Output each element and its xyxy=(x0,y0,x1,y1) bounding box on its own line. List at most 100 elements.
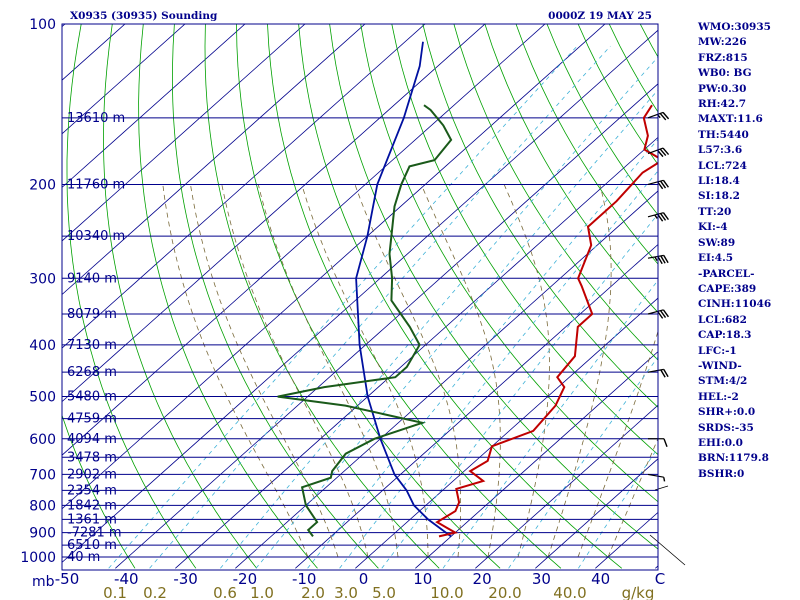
wind-barb-full xyxy=(659,180,667,189)
index-item: LCL:724 xyxy=(698,159,747,172)
stability-indices-panel: WMO:30935 MW:226 FRZ:815 WB0: BG PW:0.30 RH:4… xyxy=(698,20,798,482)
pressure-unit-label: mb xyxy=(32,574,55,590)
background-grid xyxy=(62,24,658,569)
isotherm-line xyxy=(115,83,658,569)
index-item: STM:4/2 xyxy=(698,375,748,388)
moist-adiabat-line xyxy=(577,329,658,558)
wind-guide-line xyxy=(649,534,686,566)
moist-adiabat-line xyxy=(190,184,339,558)
wind-barb-full xyxy=(659,213,667,221)
isobar-lines xyxy=(62,23,658,558)
wind-barb xyxy=(647,111,670,121)
temperature-tick-label: 10 xyxy=(413,570,432,588)
wind-barb-staff xyxy=(647,473,664,478)
index-item: BRN:1179.8 xyxy=(698,452,769,465)
isotherm-line xyxy=(235,190,658,569)
index-item: -PARCEL- xyxy=(698,267,755,280)
wind-barbs xyxy=(647,111,686,566)
temperature-curve xyxy=(435,104,658,538)
dry-adiabat-line xyxy=(453,24,658,361)
isotherm-line xyxy=(62,24,246,188)
wind-barb-full xyxy=(662,309,669,318)
isotherm-line xyxy=(475,404,658,569)
index-item: SI:18.2 xyxy=(698,190,740,203)
temperature-tick-label: -40 xyxy=(114,570,139,588)
isotherm-line xyxy=(62,24,306,242)
dry-adiabat-line xyxy=(204,24,440,569)
height-label: 40 m xyxy=(67,550,100,565)
pressure-tick-label: 600 xyxy=(29,432,56,448)
mixing-ratio-line xyxy=(307,138,658,569)
dry-adiabat-line xyxy=(391,24,658,456)
height-label: 11760 m xyxy=(67,177,125,192)
mixing-ratio-tick-label: 1.0 xyxy=(250,584,274,600)
wind-barb-half xyxy=(654,256,658,261)
profile-curves xyxy=(277,41,658,538)
pressure-tick-label: 200 xyxy=(29,177,56,193)
index-item: LCL:682 xyxy=(698,313,747,326)
moist-adiabat-line xyxy=(162,184,309,558)
isotherm-line xyxy=(62,24,546,456)
wind-barb-half xyxy=(654,214,658,219)
mixing-ratio-tick-label: 2.0 xyxy=(301,584,325,600)
temperature-tick-label: -50 xyxy=(55,570,80,588)
pressure-tick-label: 500 xyxy=(29,390,56,406)
wind-barb-full xyxy=(662,179,669,188)
pressure-tick-label: 700 xyxy=(29,467,56,483)
height-label: 4094 m xyxy=(67,432,117,447)
temperature-tick-label: C xyxy=(655,570,665,588)
wind-barb-full xyxy=(663,255,669,264)
wind-barb-full xyxy=(660,369,666,378)
mixing-ratio-tick-label: g/kg xyxy=(622,584,655,600)
height-label: 3478 m xyxy=(67,450,117,465)
wind-barb-full xyxy=(663,438,668,448)
dry-adiabat-line xyxy=(171,24,379,569)
height-label: 2354 m xyxy=(67,483,117,498)
wind-barb xyxy=(647,368,669,378)
mixing-ratio-line xyxy=(220,56,658,569)
mixing-ratio-tick-label: 3.0 xyxy=(334,584,358,600)
sounding-title: X0935 (30935) Sounding xyxy=(70,10,218,22)
plot-frame xyxy=(61,23,659,571)
parcel-curve xyxy=(355,41,452,538)
isotherm-line xyxy=(62,24,426,349)
pressure-tick-label: 800 xyxy=(29,498,56,514)
mixing-ratio-line xyxy=(149,45,611,569)
wind-barb-full xyxy=(663,369,669,378)
dry-adiabat-line xyxy=(267,24,562,569)
height-label: 7130 m xyxy=(67,338,117,353)
index-item: TH:5440 xyxy=(698,128,749,141)
mixing-ratio-tick-label: 5.0 xyxy=(372,584,396,600)
height-label: 2902 m xyxy=(67,467,117,482)
isotherm-line xyxy=(62,29,658,563)
index-item: LFC:-1 xyxy=(698,344,737,357)
wind-barb xyxy=(647,254,669,265)
height-label: -7281 m xyxy=(67,526,122,541)
wind-barb xyxy=(648,438,668,448)
index-item: -WIND- xyxy=(698,359,742,372)
wind-barb-full xyxy=(660,255,666,264)
index-item: CAPE:389 xyxy=(698,282,757,295)
temperature-tick-label: 0 xyxy=(359,570,369,588)
index-item: L57:3.6 xyxy=(698,144,743,157)
index-item: HEL:-2 xyxy=(698,390,739,403)
moist-adiabat-line xyxy=(257,184,399,558)
dry-adiabat-line xyxy=(360,24,658,503)
dry-adiabat-line xyxy=(422,24,658,408)
mixing-ratio-line xyxy=(255,89,658,569)
height-label: 6510 m xyxy=(67,538,117,553)
isotherm-line xyxy=(355,297,658,569)
index-item: FRZ:815 xyxy=(698,51,748,64)
mixing-ratio-tick-label: 40.0 xyxy=(553,584,586,600)
dry-adiabat-line xyxy=(515,24,658,265)
height-label: 9140 m xyxy=(67,271,117,286)
index-item: CAP:18.3 xyxy=(698,329,752,342)
mixing-ratio-tick-label: 0.6 xyxy=(213,584,237,600)
dry-adiabat-line xyxy=(484,24,658,313)
pressure-tick-label: 400 xyxy=(29,338,56,354)
isotherm-line xyxy=(62,24,186,135)
index-item: SW:89 xyxy=(698,236,736,249)
index-item: WMO:30935 xyxy=(698,21,771,33)
